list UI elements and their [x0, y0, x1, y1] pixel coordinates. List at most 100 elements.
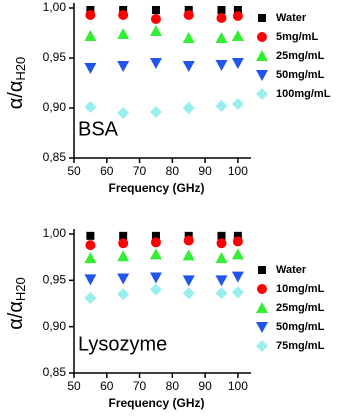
- marker: [149, 272, 162, 284]
- marker: [258, 14, 266, 22]
- y-axis-label-sub: H20: [13, 277, 28, 301]
- y-axis-label-sub: H20: [13, 57, 28, 81]
- marker: [231, 98, 244, 110]
- x-tick-label: 90: [198, 164, 212, 178]
- marker: [117, 288, 130, 301]
- marker: [117, 273, 130, 285]
- marker: [216, 13, 227, 23]
- marker: [117, 250, 130, 262]
- marker: [182, 102, 195, 114]
- marker: [231, 30, 244, 41]
- marker: [231, 271, 244, 283]
- y-axis-label: α/αH20: [5, 57, 28, 110]
- marker: [117, 61, 130, 72]
- marker: [151, 231, 160, 240]
- marker: [256, 88, 268, 100]
- marker: [232, 11, 243, 21]
- y-axis-label-main: α/α: [5, 301, 27, 330]
- marker: [233, 231, 242, 240]
- y-tick-label: 0,85: [43, 365, 67, 379]
- legend-label: Water: [276, 264, 307, 276]
- x-tick-label: 50: [67, 379, 81, 393]
- x-tick-label: 100: [228, 164, 248, 178]
- marker: [149, 106, 162, 118]
- marker: [183, 235, 194, 246]
- marker: [84, 274, 97, 286]
- marker: [256, 340, 268, 352]
- marker: [215, 32, 228, 43]
- marker: [233, 6, 242, 14]
- marker: [215, 275, 228, 287]
- marker: [119, 231, 128, 240]
- x-tick-label: 50: [67, 164, 81, 178]
- marker: [182, 32, 195, 43]
- marker: [84, 101, 97, 113]
- marker: [257, 284, 267, 294]
- y-tick-label: 0,95: [43, 273, 67, 287]
- legend-label: 10mg/mL: [276, 283, 325, 295]
- marker: [215, 287, 228, 300]
- y-tick-label: 0,90: [43, 100, 67, 114]
- marker: [85, 10, 96, 20]
- marker: [84, 252, 97, 264]
- marker: [149, 248, 162, 260]
- marker: [86, 231, 95, 240]
- x-tick-label: 100: [228, 379, 248, 393]
- marker: [182, 275, 195, 287]
- legend-label: 25mg/mL: [276, 50, 325, 62]
- marker: [216, 238, 227, 249]
- marker: [256, 302, 268, 313]
- marker: [150, 14, 161, 24]
- marker: [257, 32, 267, 42]
- marker: [217, 6, 226, 14]
- legend-label: 100mg/mL: [276, 88, 331, 100]
- x-tick-label: 60: [100, 379, 114, 393]
- y-tick-label: 0,85: [43, 150, 67, 164]
- panel-label: BSA: [78, 118, 119, 140]
- x-axis-label: Frequency (GHz): [108, 396, 204, 410]
- y-tick-label: 0,95: [43, 50, 67, 64]
- marker: [256, 322, 268, 333]
- legend-label: 50mg/mL: [276, 321, 325, 333]
- marker: [84, 291, 97, 304]
- legend-label: Water: [276, 12, 307, 24]
- marker: [119, 6, 128, 14]
- x-tick-label: 70: [133, 379, 147, 393]
- marker: [151, 6, 160, 14]
- x-tick-label: 60: [100, 164, 114, 178]
- marker: [117, 28, 130, 39]
- marker: [258, 266, 266, 274]
- marker: [149, 58, 162, 69]
- marker: [215, 100, 228, 112]
- marker: [232, 236, 243, 247]
- marker: [149, 25, 162, 36]
- marker: [84, 30, 97, 41]
- x-axis-label: Frequency (GHz): [108, 181, 204, 195]
- x-tick-label: 90: [198, 379, 212, 393]
- y-axis-label: α/αH20: [5, 277, 28, 330]
- marker: [182, 287, 195, 300]
- marker: [183, 10, 194, 20]
- marker: [85, 240, 96, 251]
- marker: [215, 252, 228, 264]
- marker: [149, 283, 162, 296]
- marker: [217, 231, 226, 240]
- marker: [231, 58, 244, 69]
- marker: [182, 249, 195, 261]
- marker: [182, 61, 195, 72]
- legend-label: 50mg/mL: [276, 69, 325, 81]
- marker: [231, 286, 244, 299]
- x-tick-label: 80: [166, 379, 180, 393]
- panel-label: Lysozyme: [78, 333, 167, 355]
- marker: [215, 60, 228, 71]
- legend-label: 75mg/mL: [276, 340, 325, 352]
- x-tick-label: 70: [133, 164, 147, 178]
- legend-label: 25mg/mL: [276, 302, 325, 314]
- y-tick-label: 0,90: [43, 319, 67, 333]
- y-tick-label: 1,00: [43, 226, 67, 240]
- x-tick-label: 80: [166, 164, 180, 178]
- y-axis-label-main: α/α: [5, 81, 27, 110]
- marker: [256, 70, 268, 81]
- marker: [118, 10, 129, 20]
